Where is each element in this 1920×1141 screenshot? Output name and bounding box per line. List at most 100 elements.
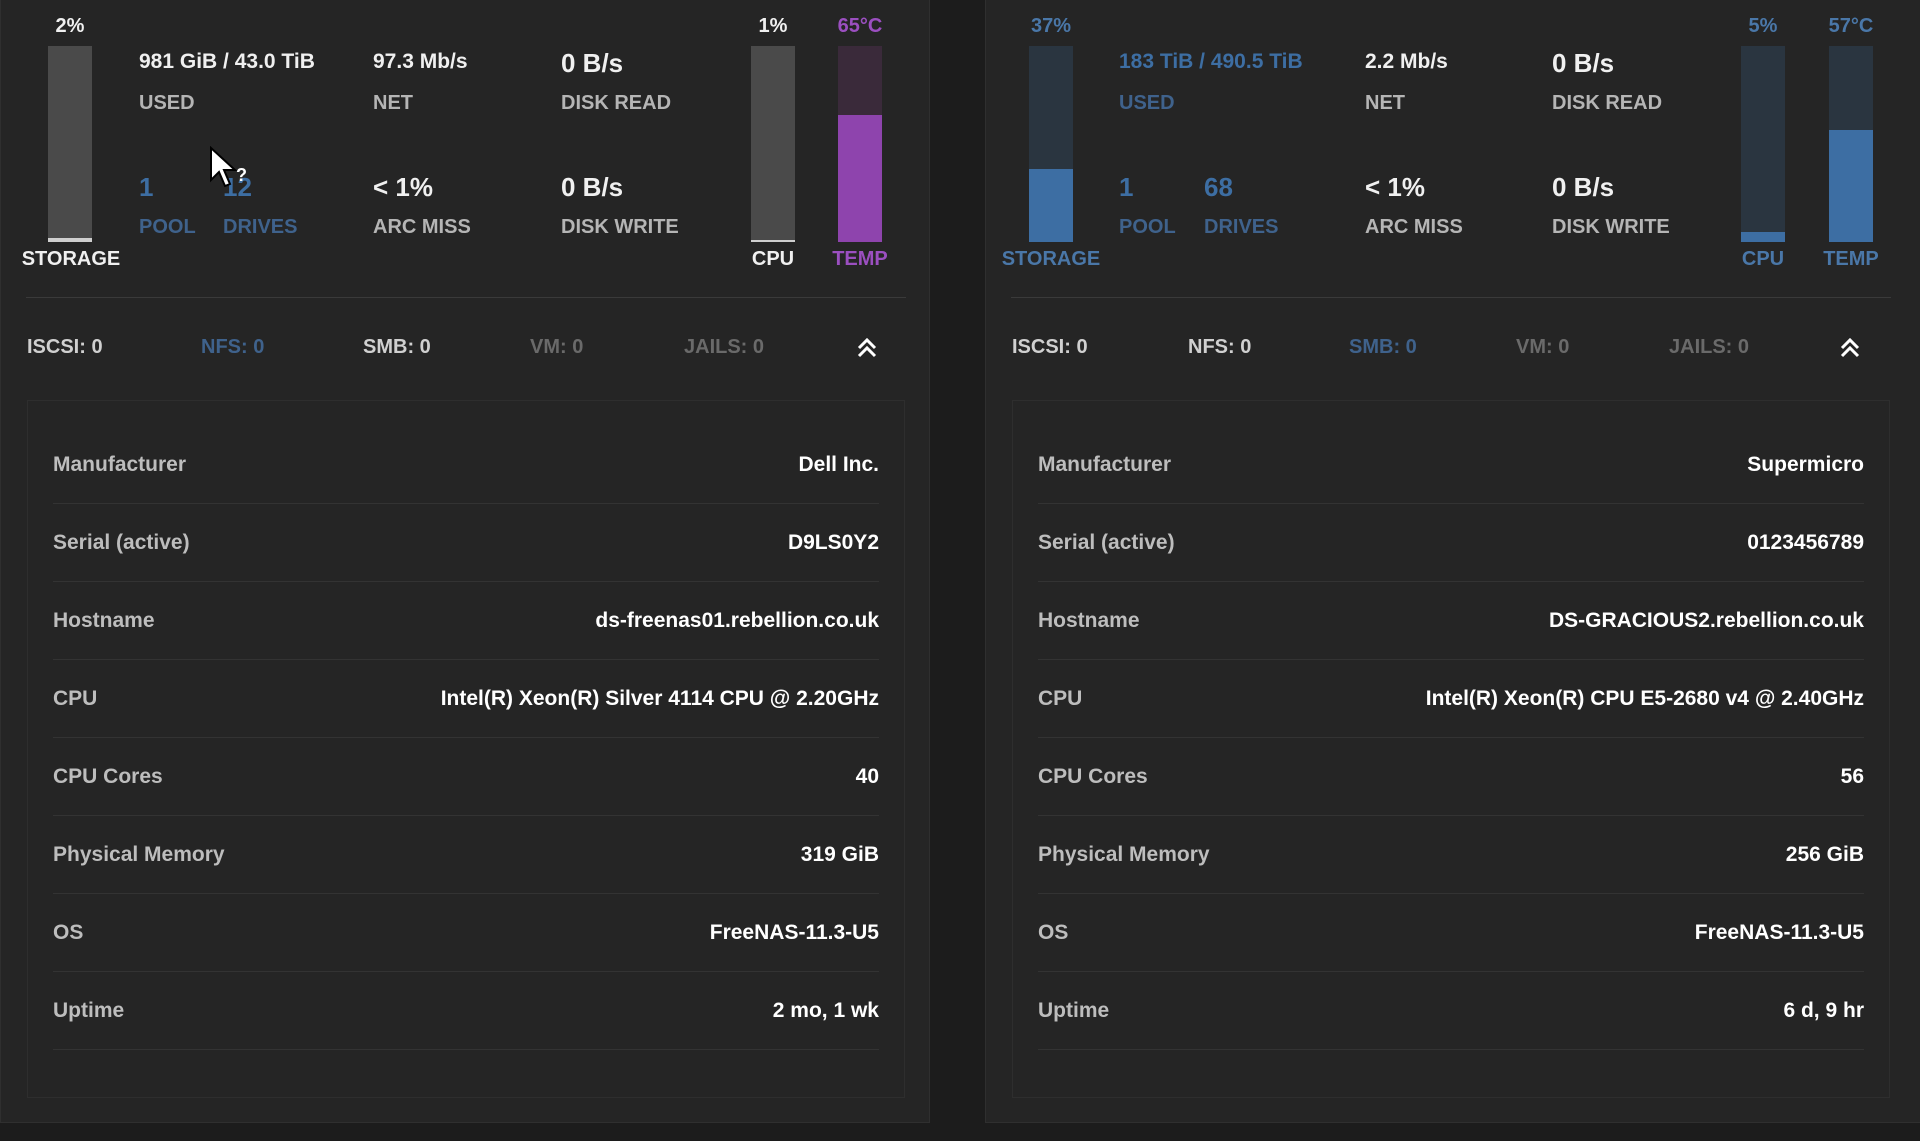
info-key: Serial (active) [53, 531, 190, 554]
mouse-pointer-icon [210, 146, 237, 188]
help-cursor-hint: ? [236, 165, 247, 185]
info-row: CPU Cores 40 [53, 738, 879, 816]
storage-bar [1029, 46, 1073, 242]
info-row: Physical Memory 319 GiB [53, 816, 879, 894]
used-label: USED [1119, 92, 1175, 114]
cpu-label: CPU [1741, 248, 1785, 270]
disk-read-value: 0 B/s [561, 48, 624, 78]
info-row: Manufacturer Supermicro [1038, 426, 1864, 504]
divider [1011, 297, 1891, 298]
info-key: Physical Memory [53, 843, 225, 866]
disk-write-label: DISK WRITE [1552, 216, 1670, 238]
nfs-count: NFS: 0 [1188, 336, 1252, 358]
info-row: CPU Intel(R) Xeon(R) CPU E5-2680 v4 @ 2.4… [1038, 660, 1864, 738]
system-info-card: Manufacturer Dell Inc. Serial (active) D9L… [27, 400, 905, 1098]
info-key: Hostname [53, 609, 155, 632]
net-label: NET [373, 92, 413, 114]
info-key: Manufacturer [1038, 453, 1172, 476]
jails-count: JAILS: 0 [1669, 336, 1750, 358]
cpu-bar-fill [751, 240, 795, 242]
info-row: Uptime 2 mo, 1 wk [53, 972, 879, 1050]
pool-value: 1 [139, 172, 154, 202]
info-row: Manufacturer Dell Inc. [53, 426, 879, 504]
info-key: Hostname [1038, 609, 1140, 632]
disk-write-value: 0 B/s [561, 172, 624, 202]
info-row: Serial (active) D9LS0Y2 [53, 504, 879, 582]
info-value: 0123456789 [1747, 531, 1864, 554]
info-value: 56 [1840, 765, 1864, 788]
double-chevron-up-icon[interactable] [853, 334, 881, 362]
info-key: CPU Cores [53, 765, 163, 788]
smb-count: SMB: 0 [363, 336, 431, 358]
info-value: 6 d, 9 hr [1783, 999, 1864, 1022]
cpu-bar-fill [1741, 232, 1785, 242]
arc-miss-value: < 1% [373, 172, 433, 202]
info-row: Physical Memory 256 GiB [1038, 816, 1864, 894]
info-value: 40 [855, 765, 879, 788]
info-value: FreeNAS-11.3-U5 [709, 921, 879, 944]
info-key: Serial (active) [1038, 531, 1175, 554]
temp-bar-fill [1829, 130, 1873, 242]
temp-bar [1829, 46, 1873, 242]
temp-bar-fill [838, 114, 882, 242]
arc-miss-value: < 1% [1365, 172, 1425, 202]
info-key: OS [1038, 921, 1069, 944]
double-chevron-up-icon[interactable] [1836, 334, 1864, 362]
info-row: Serial (active) 0123456789 [1038, 504, 1864, 582]
pool-value: 1 [1119, 172, 1134, 202]
info-row: OS FreeNAS-11.3-U5 [1038, 894, 1864, 972]
info-row: CPU Intel(R) Xeon(R) Silver 4114 CPU @ 2.… [53, 660, 879, 738]
cpu-label: CPU [751, 248, 795, 270]
info-key: Manufacturer [53, 453, 187, 476]
divider [26, 297, 906, 298]
info-key: CPU [1038, 687, 1083, 710]
smb-count: SMB: 0 [1349, 336, 1417, 358]
info-key: Physical Memory [1038, 843, 1210, 866]
arc-miss-label: ARC MISS [373, 216, 471, 238]
info-value: 256 GiB [1785, 843, 1864, 866]
drives-label: DRIVES [1204, 216, 1279, 238]
storage-label: STORAGE [1001, 248, 1101, 270]
info-value: 319 GiB [800, 843, 879, 866]
temp-label: TEMP [832, 248, 888, 270]
jails-count: JAILS: 0 [684, 336, 765, 358]
arc-miss-label: ARC MISS [1365, 216, 1463, 238]
nfs-count: NFS: 0 [201, 336, 265, 358]
storage-label: STORAGE [21, 248, 121, 270]
iscsi-count: ISCSI: 0 [1012, 336, 1088, 358]
temp-value: 65°C [837, 15, 883, 37]
cpu-bar [1741, 46, 1785, 242]
net-label: NET [1365, 92, 1405, 114]
pool-label: POOL [139, 216, 196, 238]
info-value: DS-GRACIOUS2.rebellion.co.uk [1548, 609, 1864, 632]
temp-bar [838, 46, 882, 242]
used-value: 981 GiB / 43.0 TiB [139, 50, 315, 73]
info-key: CPU [53, 687, 98, 710]
info-value: D9LS0Y2 [787, 531, 879, 554]
info-value: FreeNAS-11.3-U5 [1694, 921, 1864, 944]
info-value: Intel(R) Xeon(R) Silver 4114 CPU @ 2.20G… [440, 687, 879, 710]
info-value: 2 mo, 1 wk [772, 999, 879, 1022]
info-key: CPU Cores [1038, 765, 1148, 788]
system-widget-2: 37% STORAGE 183 TiB / 490.5 TiB USED 2.2… [985, 0, 1920, 1123]
info-row: OS FreeNAS-11.3-U5 [53, 894, 879, 972]
cpu-percent: 5% [1748, 15, 1778, 37]
info-value: Supermicro [1747, 453, 1864, 476]
storage-bar-fill [48, 238, 92, 242]
storage-percent: 37% [1030, 15, 1072, 37]
info-key: OS [53, 921, 84, 944]
disk-read-label: DISK READ [561, 92, 672, 114]
pool-label: POOL [1119, 216, 1176, 238]
system-widget-1: 2% STORAGE 981 GiB / 43.0 TiB USED 97.3 … [0, 0, 930, 1123]
disk-read-value: 0 B/s [1552, 48, 1615, 78]
storage-percent: 2% [55, 15, 85, 37]
disk-write-label: DISK WRITE [561, 216, 679, 238]
system-info-card: Manufacturer Supermicro Serial (active) 01… [1012, 400, 1890, 1098]
info-key: Uptime [1038, 999, 1110, 1022]
vm-count: VM: 0 [1516, 336, 1570, 358]
info-value: Dell Inc. [798, 453, 879, 476]
used-label: USED [139, 92, 195, 114]
used-value: 183 TiB / 490.5 TiB [1119, 50, 1303, 73]
info-value: ds-freenas01.rebellion.co.uk [595, 609, 879, 632]
disk-read-label: DISK READ [1552, 92, 1663, 114]
